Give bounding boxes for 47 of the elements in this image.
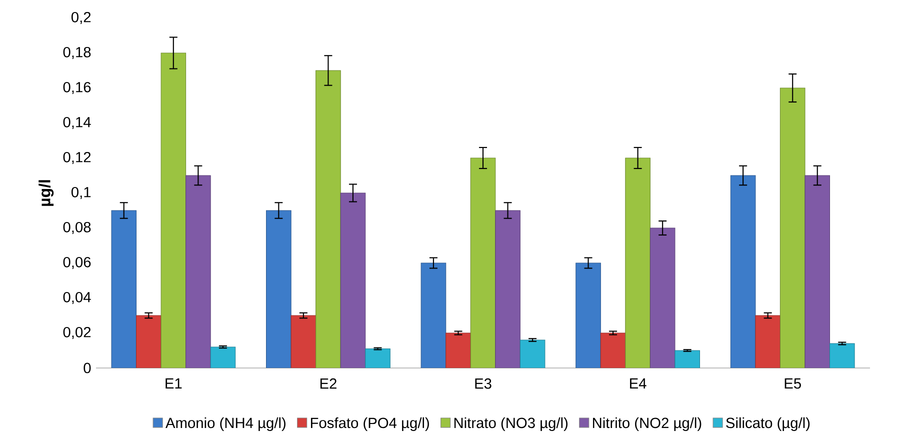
x-tick-label: E5 (784, 378, 801, 389)
y-tick-label: 0,14 (63, 116, 91, 130)
y-tick-label: 0,18 (63, 46, 91, 60)
legend-label: Nitrito (NO2 µg/l) (593, 417, 702, 431)
y-axis-title: µg/l (38, 180, 54, 206)
bar (266, 210, 292, 368)
bar (290, 315, 316, 368)
bar (340, 192, 366, 368)
legend-label: Amonio (NH4 µg/l) (166, 417, 286, 431)
bar (420, 262, 446, 368)
bar (650, 228, 676, 368)
y-tick-label: 0,2 (71, 12, 91, 24)
y-tick-label: 0,06 (63, 256, 91, 270)
bar (111, 210, 137, 368)
y-tick-label: 0,12 (63, 152, 91, 164)
bar (804, 175, 830, 368)
bar (625, 158, 650, 368)
bar (576, 262, 601, 368)
bar (495, 210, 520, 368)
x-tick-label: E3 (475, 378, 492, 389)
y-tick-label: 0,16 (63, 82, 91, 94)
bar (210, 346, 236, 368)
y-tick-label: 0 (84, 362, 91, 374)
x-tick-label: E2 (320, 378, 336, 389)
y-tick-label: 0,04 (63, 292, 91, 304)
bar (470, 158, 496, 368)
bar (520, 340, 546, 368)
y-tick-label: 0,08 (63, 222, 91, 234)
bar (780, 88, 806, 368)
bar (186, 175, 211, 368)
legend-label: Silicato (µg/l) (726, 417, 810, 431)
y-tick-label: 0,02 (63, 326, 91, 340)
legend-label: Nitrato (NO3 µg/l) (454, 417, 568, 431)
bar (136, 315, 162, 368)
y-tick-label: 0,1 (71, 186, 91, 200)
x-tick-label: E4 (630, 378, 646, 388)
bar (365, 348, 390, 368)
legend-label: Fosfato (PO4 µg/l) (310, 417, 429, 431)
bar (446, 332, 471, 368)
bar (730, 175, 756, 368)
bar (160, 52, 186, 368)
bar (674, 350, 700, 368)
bar (600, 332, 626, 368)
x-tick-label: E1 (166, 378, 182, 388)
bar (829, 343, 855, 368)
bar (316, 70, 341, 368)
bar (755, 315, 780, 368)
